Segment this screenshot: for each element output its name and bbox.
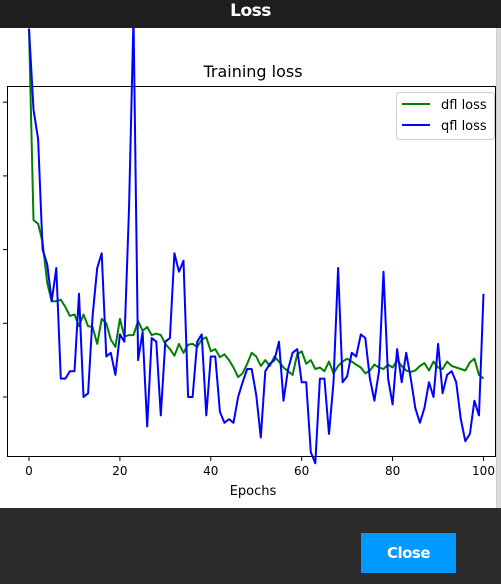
qfl-loss-line [28, 28, 485, 465]
x-tick-label: 40 [203, 464, 218, 478]
window-title: Loss [230, 1, 271, 21]
plot-frame [7, 86, 496, 457]
x-tick-label: 80 [385, 464, 400, 478]
y-axis [3, 101, 8, 398]
chart-area: Training loss 0 20 40 60 80 100 Epochs dfl lo… [0, 28, 496, 508]
dialog-footer: Close [0, 508, 501, 584]
window-titlebar: Loss [0, 0, 501, 28]
legend: dfl loss qfl loss [396, 92, 495, 140]
x-axis-label: Epochs [230, 484, 277, 499]
x-tick-label: 100 [472, 464, 495, 478]
x-tick-label: 20 [112, 464, 127, 478]
x-axis: 0 20 40 60 80 100 [25, 456, 495, 478]
close-button[interactable]: Close [361, 533, 456, 573]
loss-chart: Training loss 0 20 40 60 80 100 Epochs dfl lo… [3, 28, 496, 499]
legend-dfl-label: dfl loss [441, 98, 487, 113]
chart-title: Training loss [202, 62, 302, 81]
legend-qfl-label: qfl loss [441, 119, 487, 134]
x-tick-label: 60 [294, 464, 309, 478]
series-lines [28, 28, 485, 465]
x-tick-label: 0 [25, 464, 33, 478]
scrollbar-thumb[interactable] [497, 28, 501, 516]
vertical-scrollbar[interactable] [496, 28, 501, 516]
